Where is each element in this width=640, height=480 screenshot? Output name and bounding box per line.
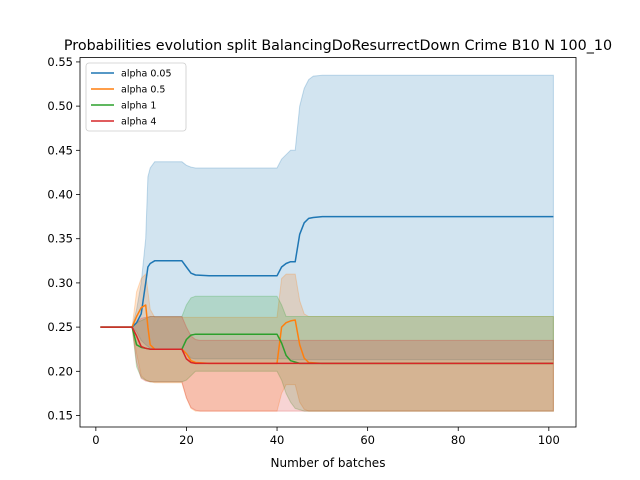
y-tick-label: 0.30 (47, 276, 73, 290)
line-series-4 (100, 326, 554, 365)
series-lines (100, 215, 554, 365)
x-tick-label: 60 (360, 433, 375, 447)
legend-label-3: alpha 1 (121, 101, 156, 112)
x-tick-label: 40 (270, 433, 285, 447)
y-tick-label: 0.25 (47, 320, 73, 334)
x-axis-label: Number of batches (271, 456, 386, 470)
line-series-2 (100, 304, 554, 365)
legend-label-4: alpha 4 (121, 117, 156, 128)
y-tick-label: 0.35 (47, 232, 73, 246)
y-tick-label: 0.15 (47, 409, 73, 423)
y-tick-label: 0.20 (47, 364, 73, 378)
line-series-1 (100, 215, 554, 328)
plot-frame (79, 57, 577, 428)
legend-box (85, 62, 187, 132)
line-series-3 (100, 326, 554, 365)
y-tick-label: 0.40 (47, 188, 73, 202)
band-series-3 (100, 295, 554, 412)
y-tick-label: 0.55 (47, 55, 73, 69)
x-tick-label: 100 (538, 433, 560, 447)
chart-title: Probabilities evolution split BalancingD… (64, 38, 612, 54)
legend: alpha 0.05 alpha 0.5 alpha 1 alpha 4 (85, 62, 187, 132)
x-axis: 0 20 40 60 80 100 (92, 427, 560, 447)
y-axis: 0.15 0.20 0.25 0.30 0.35 0.40 0.45 0.50 0.55 (47, 55, 80, 423)
y-tick-label: 0.50 (47, 99, 73, 113)
y-tick-label: 0.45 (47, 143, 73, 157)
legend-label-1: alpha 0.05 (121, 69, 172, 80)
x-tick-label: 0 (92, 433, 99, 447)
x-tick-label: 80 (451, 433, 466, 447)
confidence-bands (100, 74, 554, 412)
legend-label-2: alpha 0.5 (121, 85, 165, 96)
band-series-2 (100, 273, 554, 412)
x-tick-label: 20 (179, 433, 194, 447)
